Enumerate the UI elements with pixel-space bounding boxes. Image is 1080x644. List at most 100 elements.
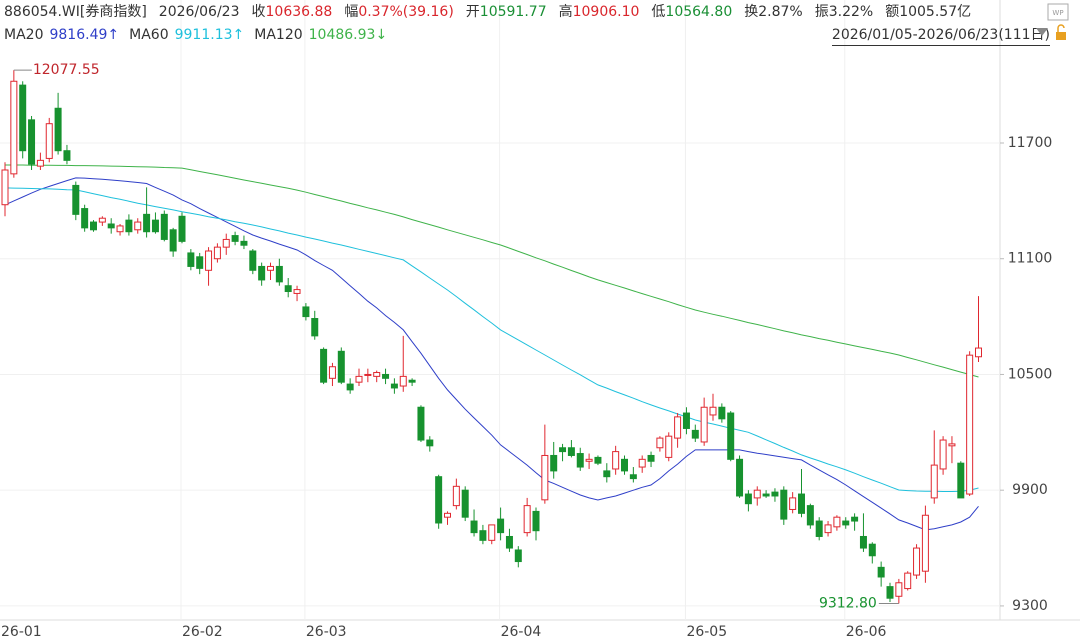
candle-body bbox=[665, 435, 673, 458]
y-tick-label: 11100 bbox=[1008, 251, 1053, 267]
candle-body bbox=[638, 458, 646, 468]
candle-body bbox=[222, 238, 230, 248]
wp-icon[interactable] bbox=[1047, 3, 1069, 21]
legend-trend: ↓ bbox=[375, 27, 388, 43]
candle-body bbox=[160, 213, 168, 240]
wp-icon-text: WP bbox=[1052, 9, 1063, 17]
ma-legend: MA20 9816.49↑ MA60 9911.13↑ MA120 10486.93↓ bbox=[4, 25, 397, 45]
y-tick-label: 9300 bbox=[1012, 598, 1048, 614]
quote-value: 10564.80 bbox=[665, 4, 733, 20]
candle-body bbox=[842, 520, 850, 526]
candle-body bbox=[178, 215, 186, 242]
candle-body bbox=[479, 530, 487, 541]
candle-body bbox=[824, 524, 832, 534]
quote-label: 额 bbox=[885, 4, 900, 20]
legend-name: MA20 bbox=[4, 27, 44, 43]
candle-body bbox=[19, 84, 27, 152]
candle-body bbox=[275, 265, 283, 283]
candle-body bbox=[921, 514, 929, 572]
y-tick-label: 11700 bbox=[1008, 135, 1053, 151]
candle-body bbox=[205, 250, 213, 271]
lock-icon[interactable] bbox=[1056, 32, 1066, 40]
candle-body bbox=[532, 510, 540, 532]
quote-header: 886054.WI[券商指数] 2026/06/23 收10636.88 幅0.37%… bbox=[4, 2, 971, 22]
candle-body bbox=[36, 159, 44, 167]
candle-body bbox=[444, 512, 451, 518]
candle-body bbox=[567, 447, 575, 456]
quote-label: 振 bbox=[814, 4, 829, 20]
candle-body bbox=[727, 412, 735, 460]
quote-value: 10906.10 bbox=[572, 4, 640, 20]
candle-body bbox=[913, 547, 921, 576]
candle-body bbox=[886, 586, 894, 599]
candle-body bbox=[231, 235, 239, 242]
candle-body bbox=[612, 451, 620, 470]
candle-body bbox=[833, 516, 841, 528]
candle-body bbox=[700, 406, 708, 443]
candle-body bbox=[505, 535, 513, 549]
candle-body bbox=[930, 464, 938, 499]
legend-name: MA120 bbox=[254, 27, 303, 43]
candle-body bbox=[426, 439, 434, 447]
candle-body bbox=[576, 453, 584, 468]
quote-value: 3.22% bbox=[828, 4, 874, 20]
candle-body bbox=[629, 474, 637, 480]
legend-value: 9816.49 bbox=[49, 27, 108, 43]
legend-trend: ↑ bbox=[107, 27, 120, 43]
candle-body bbox=[957, 462, 965, 499]
candle-body bbox=[213, 246, 221, 260]
x-tick-label: 26-03 bbox=[306, 624, 347, 640]
candle-body bbox=[895, 582, 903, 597]
quote-items: 收10636.88 幅0.37%(39.16) 开10591.77 高10906.10… bbox=[252, 4, 972, 20]
candle-body bbox=[125, 219, 133, 233]
candle-body bbox=[744, 493, 752, 505]
x-tick-label: 26-05 bbox=[686, 624, 727, 640]
quote-label: 开 bbox=[465, 4, 480, 20]
candle-body bbox=[877, 566, 885, 578]
candle-body bbox=[408, 379, 416, 383]
candle-body bbox=[417, 406, 425, 441]
candle-body bbox=[656, 437, 664, 449]
candle-body bbox=[815, 520, 823, 537]
x-tick-label: 26-04 bbox=[501, 624, 542, 640]
candle-body bbox=[249, 250, 257, 271]
candle-body bbox=[798, 493, 805, 514]
candle-body bbox=[98, 217, 106, 223]
candle-body bbox=[399, 375, 407, 387]
candle-body bbox=[709, 406, 717, 416]
candle-body bbox=[187, 252, 195, 267]
candle-body bbox=[682, 412, 690, 429]
candle-body bbox=[143, 213, 151, 233]
x-tick-label: 26-01 bbox=[1, 624, 42, 640]
candle-body bbox=[45, 123, 53, 159]
candle-body bbox=[452, 485, 460, 507]
candle-body bbox=[559, 447, 567, 453]
candle-body bbox=[320, 348, 328, 383]
security-code: 886054.WI[券商指数] bbox=[4, 4, 147, 20]
quote-value: 0.37%(39.16) bbox=[358, 4, 454, 20]
date-range[interactable]: 2026/01/05-2026/06/23(111日) bbox=[831, 25, 1050, 46]
candle-body bbox=[603, 470, 611, 478]
candle-body bbox=[514, 549, 522, 563]
candle-body bbox=[621, 458, 628, 472]
candle-body bbox=[382, 373, 390, 379]
y-tick-label: 10500 bbox=[1008, 366, 1053, 382]
legend-value: 9911.13 bbox=[174, 27, 233, 43]
high-label: 12077.55 bbox=[33, 62, 100, 78]
legend-trend: ↑ bbox=[232, 27, 245, 43]
candle-body bbox=[736, 458, 744, 497]
quote-label: 高 bbox=[558, 4, 573, 20]
candle-body bbox=[134, 221, 142, 231]
legend-name: MA60 bbox=[129, 27, 169, 43]
dropdown-icon[interactable] bbox=[1036, 28, 1048, 36]
candle-body bbox=[151, 219, 159, 233]
quote-value: 10636.88 bbox=[265, 4, 333, 20]
candle-body bbox=[373, 372, 381, 377]
candle-body bbox=[169, 229, 177, 252]
candle-body bbox=[762, 493, 770, 497]
candle-body bbox=[346, 383, 354, 391]
quote-date: 2026/06/23 bbox=[158, 4, 240, 20]
candle-body bbox=[497, 518, 505, 534]
quote-label: 幅 bbox=[344, 4, 359, 20]
